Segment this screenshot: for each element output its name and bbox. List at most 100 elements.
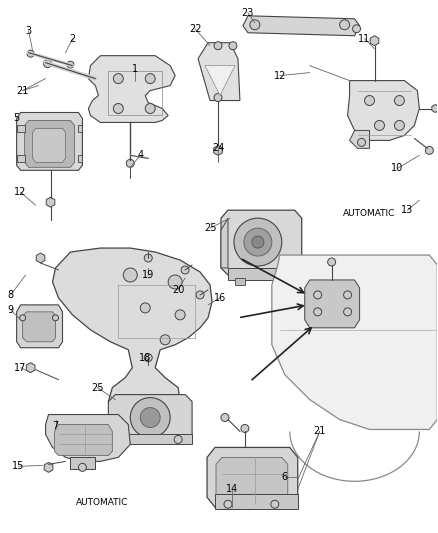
Text: 13: 13 [401,205,413,215]
Circle shape [175,310,185,320]
Text: 5: 5 [14,114,20,124]
Polygon shape [243,16,360,36]
Text: 15: 15 [12,462,25,471]
Circle shape [140,303,150,313]
Polygon shape [88,55,175,123]
Circle shape [314,291,321,299]
Polygon shape [23,312,56,342]
Circle shape [234,218,282,266]
Text: 19: 19 [142,270,154,280]
Circle shape [78,463,86,471]
Polygon shape [54,424,112,455]
Polygon shape [32,128,66,163]
Circle shape [221,414,229,422]
Circle shape [89,74,97,82]
Text: 22: 22 [189,24,201,34]
Text: 4: 4 [137,150,143,160]
Circle shape [43,60,52,68]
Text: 8: 8 [7,290,14,300]
Circle shape [343,291,352,299]
Circle shape [140,408,160,427]
Circle shape [241,424,249,432]
Polygon shape [278,278,288,285]
Polygon shape [221,210,302,275]
Polygon shape [205,66,235,95]
Text: 20: 20 [172,285,184,295]
Text: 18: 18 [139,353,152,363]
Circle shape [214,42,222,50]
Polygon shape [78,155,82,163]
Circle shape [144,254,152,262]
Text: 10: 10 [391,163,403,173]
Polygon shape [272,255,437,430]
Circle shape [395,95,404,106]
Polygon shape [17,155,25,163]
Circle shape [252,236,264,248]
Circle shape [425,147,433,155]
Circle shape [27,50,34,57]
Polygon shape [53,248,212,417]
Circle shape [250,20,260,30]
Polygon shape [44,462,53,472]
Text: 17: 17 [14,362,27,373]
Polygon shape [36,253,45,263]
Polygon shape [115,434,192,445]
Polygon shape [348,80,419,140]
Text: 25: 25 [91,383,104,393]
Circle shape [395,120,404,131]
Circle shape [364,95,374,106]
Polygon shape [108,394,192,441]
Circle shape [145,74,155,84]
Circle shape [343,308,352,316]
Circle shape [124,268,137,282]
Text: 9: 9 [7,305,14,315]
Polygon shape [25,120,74,167]
Circle shape [130,398,170,438]
Circle shape [328,258,336,266]
Polygon shape [17,112,82,171]
Circle shape [353,25,360,33]
Circle shape [53,315,59,321]
Polygon shape [235,278,245,285]
Polygon shape [350,131,370,148]
Polygon shape [432,104,438,112]
Polygon shape [215,494,298,509]
Text: 23: 23 [242,8,254,18]
Text: 11: 11 [358,34,371,44]
Polygon shape [26,362,35,373]
Polygon shape [46,197,55,207]
Text: 12: 12 [14,187,27,197]
Circle shape [160,335,170,345]
Text: 2: 2 [69,34,76,44]
Circle shape [244,228,272,256]
Polygon shape [17,305,63,348]
Polygon shape [305,280,360,328]
Polygon shape [214,146,223,155]
Circle shape [113,103,124,114]
Text: AUTOMATIC: AUTOMATIC [76,498,129,507]
Circle shape [181,266,189,274]
Circle shape [357,139,366,147]
Text: 25: 25 [204,223,216,233]
Polygon shape [71,457,95,470]
Polygon shape [78,125,82,132]
Polygon shape [198,43,240,101]
Polygon shape [228,268,302,280]
Text: AUTOMATIC: AUTOMATIC [343,209,396,217]
Polygon shape [207,447,298,507]
Circle shape [174,435,182,443]
Text: 14: 14 [226,484,238,494]
Text: 24: 24 [212,143,224,154]
Text: 3: 3 [25,26,32,36]
Circle shape [339,20,350,30]
Text: 6: 6 [282,472,288,482]
Polygon shape [17,125,25,132]
Circle shape [126,159,134,167]
Polygon shape [221,218,228,268]
Circle shape [20,315,25,321]
Circle shape [113,74,124,84]
Circle shape [145,103,155,114]
Text: 7: 7 [53,422,59,432]
Circle shape [196,291,204,299]
Text: 21: 21 [17,86,29,95]
